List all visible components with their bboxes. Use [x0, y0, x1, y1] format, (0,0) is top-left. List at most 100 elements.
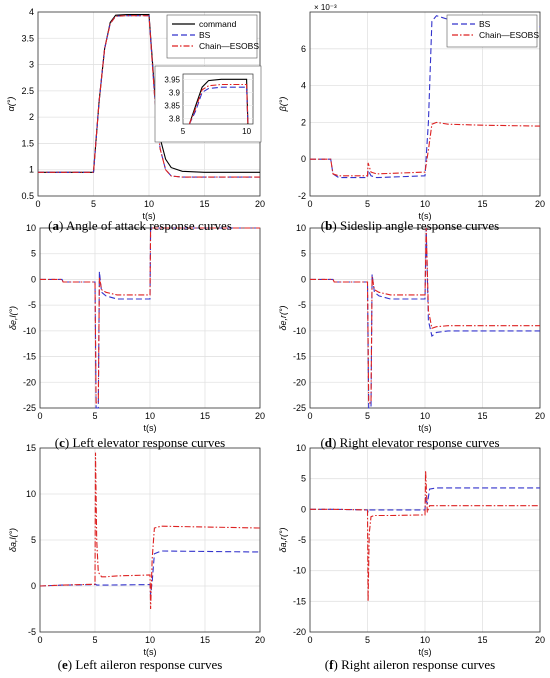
- x-axis-label: t(s): [143, 211, 156, 221]
- chart-svg: 0 5 10 15 20 -25 -20 -15 -10 -5 0 5 10 t(s) δe,l(°): [8, 223, 265, 433]
- y-tick-label: -25: [293, 403, 306, 413]
- y-axis-label: δa,l(°): [8, 528, 18, 552]
- y-tick-label: -10: [293, 566, 306, 576]
- y-tick-label: -15: [23, 352, 36, 362]
- inset-y-tick: 3.9: [169, 88, 181, 97]
- y-tick-label: 0.5: [21, 191, 34, 201]
- y-tick-label: 5: [301, 249, 306, 259]
- plot-frame: [39, 227, 261, 409]
- inset-series-line: [188, 78, 249, 125]
- x-tick-label: 15: [477, 411, 487, 421]
- series-line-chain-esobs: [310, 121, 541, 177]
- legend-label: command: [199, 19, 237, 29]
- x-tick-label: 15: [477, 199, 487, 209]
- y-tick-label: -15: [293, 352, 306, 362]
- x-axis-label: t(s): [419, 211, 432, 221]
- y-tick-label: 2: [301, 117, 306, 127]
- legend-label: BS: [479, 19, 491, 29]
- inset-series-line: [188, 83, 249, 125]
- inset-x-tick: 10: [242, 127, 251, 136]
- x-axis-label: t(s): [144, 423, 157, 433]
- x-tick-label: 20: [535, 199, 545, 209]
- plot-frame: [309, 11, 541, 197]
- x-tick-label: 15: [477, 635, 487, 645]
- y-tick-label: -15: [293, 596, 306, 606]
- y-axis-label: δe,r(°): [278, 305, 288, 330]
- x-tick-label: 0: [307, 199, 312, 209]
- y-axis-label: δa,r(°): [278, 527, 288, 552]
- y-tick-label: 2.5: [21, 86, 34, 96]
- series-line-chain-esobs: [310, 227, 540, 404]
- y-tick-label: 5: [31, 249, 36, 259]
- y-tick-label: -20: [23, 377, 36, 387]
- x-tick-label: 15: [200, 411, 210, 421]
- x-tick-label: 10: [144, 199, 154, 209]
- y-tick-label: 4: [301, 81, 306, 91]
- chart-svg: 0 5 10 15 20 -25 -20 -15 -10 -5 0 5 10 t(s) δe,r(°): [278, 223, 545, 433]
- y-tick-label: 10: [26, 223, 36, 233]
- inset-x-tick: 5: [181, 127, 186, 136]
- x-tick-label: 20: [535, 635, 545, 645]
- inset-y-tick: 3.85: [164, 102, 180, 111]
- y-tick-label: 4: [29, 7, 34, 17]
- x-tick-label: 5: [365, 411, 370, 421]
- y-tick-label: -5: [28, 300, 36, 310]
- x-tick-label: 20: [255, 411, 265, 421]
- x-axis-label: t(s): [419, 423, 432, 433]
- y-tick-label: -20: [293, 627, 306, 637]
- y-axis-label: β(°): [278, 97, 288, 113]
- x-tick-label: 0: [307, 411, 312, 421]
- y-tick-label: -25: [23, 403, 36, 413]
- caption-d: (d) Right elevator response curves: [320, 435, 500, 450]
- x-tick-label: 0: [37, 635, 42, 645]
- y-tick-label: -20: [293, 377, 306, 387]
- x-tick-label: 20: [535, 411, 545, 421]
- y-axis-label: δe,l(°): [8, 306, 18, 330]
- x-tick-label: 10: [420, 411, 430, 421]
- caption-b: (b) Sideslip angle response curves: [320, 218, 500, 233]
- y-tick-label: 0: [31, 274, 36, 284]
- x-tick-label: 20: [255, 635, 265, 645]
- plot-frame: [309, 447, 541, 633]
- series-line-bs: [310, 15, 541, 179]
- plot-frame: [39, 447, 261, 633]
- x-tick-label: 10: [420, 199, 430, 209]
- y-axis-label: α(°): [6, 97, 16, 112]
- x-tick-label: 5: [92, 635, 97, 645]
- x-tick-label: 15: [200, 635, 210, 645]
- x-axis-label: t(s): [419, 647, 432, 657]
- inset-frame: [182, 73, 254, 125]
- y-tick-label: 5: [31, 535, 36, 545]
- x-tick-label: 0: [37, 411, 42, 421]
- legend-label: Chain—ESOBS: [479, 30, 539, 40]
- y-tick-label: 1.5: [21, 138, 34, 148]
- x-tick-label: 0: [35, 199, 40, 209]
- y-tick-label: 0: [31, 581, 36, 591]
- legend-box: [446, 14, 538, 48]
- series-line-chain-esobs: [40, 227, 260, 404]
- y-tick-label: -2: [298, 191, 306, 201]
- chart-svg: 0 5 10 15 20 0.5 1 1.5 2 2.5 3 3.5 4 t(s) α(°) commandB…: [6, 7, 265, 221]
- caption-a: (a) Angle of attack response curves: [48, 218, 232, 233]
- inset-y-tick: 3.95: [164, 75, 180, 84]
- y-tick-label: -5: [298, 300, 306, 310]
- x-tick-label: 5: [365, 199, 370, 209]
- y-tick-label: -5: [28, 627, 36, 637]
- caption-c: (c) Left elevator response curves: [54, 435, 226, 450]
- y-tick-label: 1: [29, 165, 34, 175]
- y-tick-label: 0: [301, 274, 306, 284]
- y-tick-label: 3.5: [21, 33, 34, 43]
- x-tick-label: 5: [91, 199, 96, 209]
- y-tick-label: 0: [301, 154, 306, 164]
- x-tick-label: 20: [255, 199, 265, 209]
- exponent-label: × 10⁻³: [314, 3, 337, 12]
- y-tick-label: 10: [296, 223, 306, 233]
- legend-label: Chain—ESOBS: [199, 41, 259, 51]
- y-tick-label: 0: [301, 504, 306, 514]
- x-tick-label: 5: [365, 635, 370, 645]
- series-line-chain-esobs: [39, 452, 261, 610]
- caption-f: (f) Right aileron response curves: [324, 657, 496, 672]
- x-tick-label: 10: [420, 635, 430, 645]
